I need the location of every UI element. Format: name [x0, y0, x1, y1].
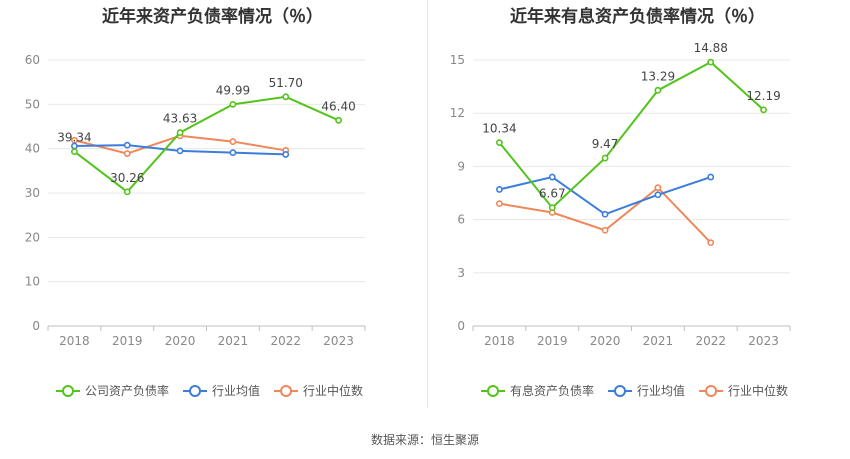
chart0-series-0-point[interactable] — [123, 188, 131, 196]
chart0-legend-marker — [189, 385, 202, 397]
chart1-series-1-point[interactable] — [654, 191, 662, 199]
chart1-series-0-point[interactable] — [496, 139, 503, 147]
chart1-legend-label: 有息资产负债率 — [510, 383, 594, 398]
chart1-x-tick-label: 2019 — [537, 334, 568, 348]
chart1-legend-label: 行业中位数 — [728, 383, 788, 398]
chart1-data-label: 6.67 — [539, 187, 566, 201]
chart0-series-1-point[interactable] — [282, 151, 290, 158]
chart0-series-0-point[interactable] — [176, 129, 184, 136]
chart0-y-tick-label: 20 — [25, 230, 40, 244]
chart1-data-label: 14.88 — [694, 41, 728, 55]
chart0-legend-item-2[interactable]: 行业中位数 — [274, 383, 363, 398]
chart1-series-1-point[interactable] — [707, 173, 715, 181]
chart1-y-tick-label: 6 — [457, 213, 465, 227]
chart0-data-label: 30.26 — [110, 171, 144, 185]
chart1-y-tick-label: 15 — [450, 53, 465, 67]
chart1-series-0-point[interactable] — [601, 154, 609, 162]
right-chart-svg: 0 3 6 9 12 15 2018 2019 2020 2021 2022 2023 10.34 6.6… — [450, 41, 791, 398]
chart0-series-0-point[interactable] — [229, 100, 237, 108]
chart0-legend-label: 行业中位数 — [303, 383, 363, 398]
chart1-y-tick-label: 9 — [457, 159, 465, 173]
chart0-x-tick-label: 2019 — [112, 334, 143, 348]
right-chart-panel: 近年来有息资产负债率情况（％） 0 3 6 9 12 15 2018 2019 2020 2021… — [425, 0, 850, 410]
chart0-legend-marker — [280, 385, 293, 397]
chart0-x-tick-label: 2022 — [270, 334, 301, 348]
right-chart-title: 近年来有息资产负债率情况（％） — [510, 7, 765, 27]
chart0-data-label: 49.99 — [216, 83, 250, 97]
chart0-y-tick-label: 50 — [25, 97, 40, 111]
chart0-series-0-point[interactable] — [71, 148, 78, 155]
chart0-y-tick-label: 10 — [25, 275, 40, 289]
chart1-data-label: 13.29 — [641, 69, 675, 83]
chart0-legend-label: 公司资产负债率 — [85, 383, 169, 398]
panel-divider — [427, 0, 428, 408]
chart0-series-line-0 — [73, 95, 339, 194]
chart0-legend-item-1[interactable]: 行业均值 — [183, 383, 260, 398]
chart0-x-tick-label: 2023 — [323, 334, 354, 348]
chart1-series-1-point[interactable] — [548, 173, 556, 181]
chart1-data-label: 9.47 — [592, 137, 619, 151]
chart0-data-label: 51.70 — [269, 76, 303, 90]
chart1-series-2-point[interactable] — [654, 184, 662, 192]
chart1-legend-item-2[interactable]: 行业中位数 — [699, 383, 788, 398]
chart1-series-2-point[interactable] — [601, 226, 609, 234]
chart0-series-1-point[interactable] — [176, 147, 184, 155]
chart0-legend-marker — [62, 385, 74, 397]
chart1-series-1-point[interactable] — [496, 186, 503, 193]
chart1-series-2-point[interactable] — [707, 239, 715, 247]
chart1-series-0-point[interactable] — [654, 86, 662, 94]
chart1-legend-marker — [487, 385, 499, 397]
chart0-data-label: 39.34 — [57, 131, 91, 145]
chart0-y-tick-label: 0 — [32, 319, 40, 333]
chart0-legend-label: 行业均值 — [212, 383, 260, 398]
chart1-x-tick-label: 2020 — [590, 334, 621, 348]
chart0-data-label: 46.40 — [321, 99, 355, 113]
chart0-series-1-point[interactable] — [123, 141, 131, 149]
left-chart-svg: 0 10 20 30 40 50 60 2018 2019 2020 2021 2022 2023 39.… — [25, 53, 366, 398]
chart0-y-tick-label: 30 — [25, 186, 40, 200]
chart1-x-tick-label: 2022 — [695, 334, 726, 348]
chart0-series-1-point[interactable] — [229, 149, 237, 157]
chart0-series-2-point[interactable] — [123, 150, 131, 157]
chart1-legend-item-1[interactable]: 行业均值 — [608, 383, 685, 398]
chart0-x-tick-label: 2020 — [165, 334, 196, 348]
chart1-data-label: 10.34 — [482, 122, 516, 136]
left-chart-panel: 近年来资产负债率情况（％） 0 10 20 30 40 50 60 2018 2019 2020 2… — [0, 0, 425, 410]
chart1-x-tick-label: 2023 — [748, 334, 779, 348]
chart1-x-tick-label: 2021 — [643, 334, 674, 348]
data-source-note: 数据来源：恒生聚源 — [370, 433, 479, 447]
left-chart-title: 近年来资产负债率情况（％） — [102, 7, 323, 27]
chart1-legend-marker — [614, 385, 627, 397]
chart0-y-tick-label: 40 — [25, 142, 40, 156]
chart1-y-tick-label: 12 — [450, 106, 465, 120]
chart0-x-tick-label: 2018 — [59, 334, 90, 348]
chart1-legend-label: 行业均值 — [637, 383, 685, 398]
chart1-series-0-point[interactable] — [548, 204, 556, 212]
chart0-y-tick-label: 60 — [25, 53, 40, 67]
chart1-series-0-point[interactable] — [707, 58, 715, 66]
chart1-legend-item-0[interactable]: 有息资产负债率 — [481, 383, 594, 398]
chart0-x-tick-label: 2021 — [218, 334, 249, 348]
chart1-series-1-point[interactable] — [601, 210, 609, 218]
chart1-y-tick-label: 3 — [457, 266, 465, 280]
chart0-series-2-point[interactable] — [229, 138, 237, 145]
chart1-y-tick-label: 0 — [457, 319, 465, 333]
chart0-series-0-point[interactable] — [335, 116, 342, 124]
chart1-legend-marker — [705, 385, 718, 397]
chart0-series-0-point[interactable] — [282, 93, 290, 101]
chart1-x-tick-label: 2018 — [484, 334, 515, 348]
chart1-series-line-0 — [498, 60, 765, 210]
chart1-series-0-point[interactable] — [760, 106, 767, 114]
chart1-data-label: 12.19 — [746, 89, 780, 103]
chart0-legend-item-0[interactable]: 公司资产负债率 — [56, 383, 169, 398]
chart0-data-label: 43.63 — [163, 112, 197, 126]
chart1-series-2-point[interactable] — [496, 200, 503, 208]
